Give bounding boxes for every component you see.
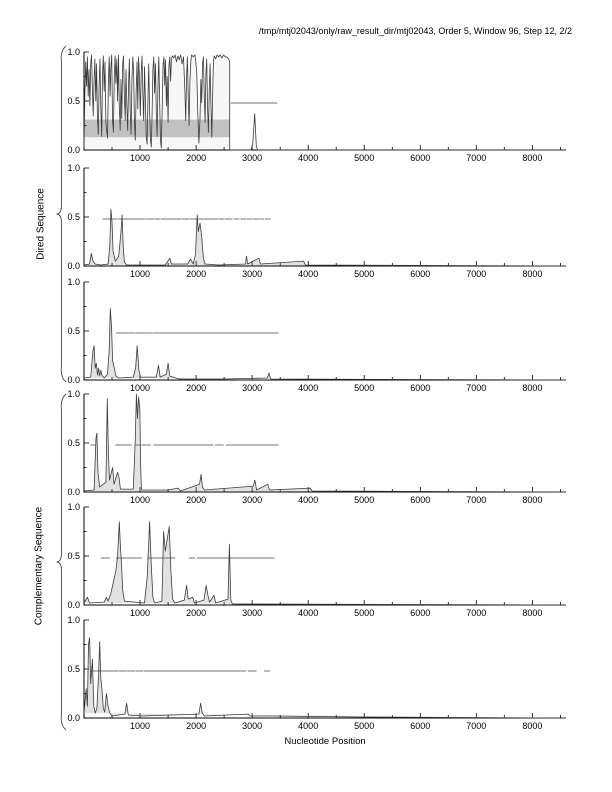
score-curve-fill <box>84 394 566 492</box>
x-tick-label: 1000 <box>130 153 150 163</box>
x-tick-label: 2000 <box>186 495 206 505</box>
y-tick-label: 1.0 <box>67 277 80 287</box>
x-tick-label: 1000 <box>130 721 150 731</box>
x-tick-label: 3000 <box>242 383 262 393</box>
y-tick-label: 1.0 <box>67 47 80 57</box>
x-tick-label: 2000 <box>186 269 206 279</box>
y-tick-label: 0.5 <box>67 664 80 674</box>
y-tick-label: 0.0 <box>67 145 80 155</box>
score-curve <box>83 637 567 719</box>
y-tick-label: 0.5 <box>67 326 80 336</box>
score-curve <box>83 54 566 151</box>
score-curve-fill <box>84 521 566 605</box>
panel-4: 1000 2000 3000 4000 5000 6000 7000 8000 1.0 0.5 0.… <box>67 389 567 505</box>
x-tick-label: 2000 <box>186 608 206 618</box>
x-tick-label: 4000 <box>298 383 318 393</box>
x-axis-label: Nucleotide Position <box>284 736 366 747</box>
y-tick-label: 1.0 <box>67 502 80 512</box>
x-tick-label: 6000 <box>410 608 430 618</box>
y-tick-label: 1.0 <box>67 163 80 173</box>
y-tick-label: 0.0 <box>67 261 80 271</box>
group-brace-direct <box>56 45 67 383</box>
score-curve <box>83 521 567 606</box>
x-tick-label: 2000 <box>186 383 206 393</box>
x-tick-label: 5000 <box>354 383 374 393</box>
y-tick-label: 0.0 <box>67 600 80 610</box>
x-tick-label: 7000 <box>466 495 486 505</box>
x-tick-label: 4000 <box>298 721 318 731</box>
x-tick-label: 4000 <box>298 153 318 163</box>
x-tick-label: 6000 <box>410 269 430 279</box>
x-tick-label: 7000 <box>466 721 486 731</box>
x-tick-label: 8000 <box>522 495 542 505</box>
x-tick-label: 4000 <box>298 608 318 618</box>
x-tick-label: 7000 <box>466 383 486 393</box>
y-tick-label: 0.5 <box>67 438 80 448</box>
x-tick-label: 3000 <box>242 153 262 163</box>
x-tick-label: 2000 <box>186 721 206 731</box>
x-tick-label: 4000 <box>298 495 318 505</box>
x-tick-label: 6000 <box>410 383 430 393</box>
axes-spines <box>83 620 566 719</box>
x-tick-label: 5000 <box>354 495 374 505</box>
x-tick-label: 5000 <box>354 608 374 618</box>
panel-5: 1000 2000 3000 4000 5000 6000 7000 8000 1.0 0.5 0.… <box>67 502 567 618</box>
score-curve-fill <box>84 209 566 266</box>
x-tick-label: 3000 <box>242 721 262 731</box>
x-tick-label: 1000 <box>130 383 150 393</box>
x-tick-label: 8000 <box>522 269 542 279</box>
panel-6: 1000 2000 3000 4000 5000 6000 7000 8000 1.0 0.5 0.… <box>67 615 567 731</box>
x-tick-label: 2000 <box>186 153 206 163</box>
panel-1: 1000 2000 3000 4000 5000 6000 7000 8000 1.0 0.5 0.… <box>67 47 566 163</box>
x-tick-label: 3000 <box>242 495 262 505</box>
axes-spines <box>83 507 566 606</box>
x-tick-label: 5000 <box>354 269 374 279</box>
x-tick-label: 6000 <box>410 721 430 731</box>
y-tick-label: 0.5 <box>67 212 80 222</box>
y-tick-label: 1.0 <box>67 389 80 399</box>
y-tick-label: 0.0 <box>67 375 80 385</box>
figure-title: /tmp/mtj02043/only/raw_result_dir/mtj020… <box>258 26 572 36</box>
x-tick-label: 6000 <box>410 153 430 163</box>
y-tick-label: 0.0 <box>67 713 80 723</box>
x-tick-label: 3000 <box>242 608 262 618</box>
axes-spines <box>83 168 566 267</box>
panel-3: 1000 2000 3000 4000 5000 6000 7000 8000 1.0 0.5 0.… <box>67 277 567 393</box>
score-curve-fill <box>84 54 566 150</box>
x-tick-label: 8000 <box>522 721 542 731</box>
x-tick-label: 6000 <box>410 495 430 505</box>
axes-spines <box>83 282 566 381</box>
x-tick-label: 1000 <box>130 495 150 505</box>
x-tick-label: 3000 <box>242 269 262 279</box>
x-tick-label: 7000 <box>466 608 486 618</box>
y-tick-label: 0.5 <box>67 96 80 106</box>
x-tick-label: 5000 <box>354 721 374 731</box>
score-curve <box>83 393 567 493</box>
x-tick-label: 8000 <box>522 153 542 163</box>
panel-2: 1000 2000 3000 4000 5000 6000 7000 8000 1.0 0.5 0.… <box>67 163 567 279</box>
score-curve-fill <box>84 637 566 718</box>
x-tick-label: 1000 <box>130 269 150 279</box>
x-tick-label: 8000 <box>522 608 542 618</box>
x-tick-label: 7000 <box>466 153 486 163</box>
y-tick-label: 0.5 <box>67 551 80 561</box>
x-tick-label: 5000 <box>354 153 374 163</box>
score-curve-fill <box>84 308 566 380</box>
x-tick-label: 8000 <box>522 383 542 393</box>
score-curve <box>83 308 567 381</box>
y-tick-label: 1.0 <box>67 615 80 625</box>
axes-spines <box>83 394 566 493</box>
x-tick-label: 4000 <box>298 269 318 279</box>
x-tick-label: 1000 <box>130 608 150 618</box>
group-brace-complementary <box>56 393 67 731</box>
y-tick-label: 0.0 <box>67 487 80 497</box>
score-curve <box>83 208 567 267</box>
x-tick-label: 7000 <box>466 269 486 279</box>
